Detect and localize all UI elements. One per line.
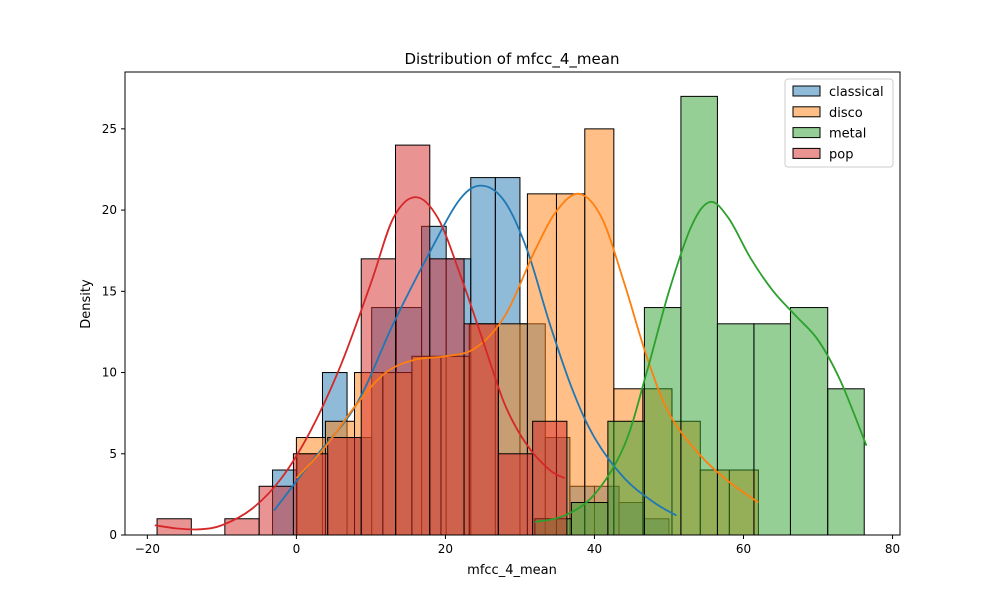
kde-line-pop (154, 196, 566, 531)
series-pop (156, 144, 568, 536)
bar-pop (258, 485, 294, 536)
legend-swatch-classical (792, 85, 821, 97)
bar-pop (429, 258, 465, 536)
bar-metal (789, 307, 829, 536)
y-tick-label: 10 (102, 366, 117, 380)
bar-metal (827, 388, 865, 536)
y-axis: 0 5 10 15 20 25 (102, 122, 125, 542)
legend-label-classical: classical (829, 85, 884, 100)
kde-line-classical (273, 184, 677, 517)
bar-pop (497, 453, 534, 536)
x-tick-label: 20 (438, 542, 453, 556)
x-tick-label: 0 (293, 542, 301, 556)
x-tick-label: 60 (736, 542, 751, 556)
bar-metal (570, 502, 609, 536)
y-tick-label: 0 (109, 528, 117, 542)
bar-pop (395, 144, 431, 536)
y-tick-label: 25 (102, 122, 117, 136)
legend-label-metal: metal (829, 127, 866, 142)
chart-title: Distribution of mfcc_4_mean (405, 50, 620, 69)
x-tick-label: 80 (885, 542, 900, 556)
bar-pop (463, 323, 499, 536)
y-tick-label: 5 (109, 447, 117, 461)
kde-line-disco (295, 192, 759, 504)
y-axis-label: Density (79, 279, 94, 329)
y-tick-label: 15 (102, 284, 117, 298)
bar-pop (327, 437, 362, 536)
x-tick-label: −20 (135, 542, 160, 556)
legend-label-disco: disco (829, 106, 863, 121)
bar-pop (360, 258, 397, 536)
legend-swatch-disco (792, 106, 821, 118)
bar-metal (643, 307, 682, 536)
bar-metal (716, 323, 755, 536)
bar-metal (607, 420, 645, 536)
plot-frame (124, 71, 901, 536)
legend-box (784, 78, 894, 168)
legend-label-pop: pop (829, 147, 853, 162)
legend: classical disco metal pop (784, 78, 894, 168)
plot-area (124, 71, 901, 536)
bar-pop (532, 420, 568, 536)
y-tick-label: 20 (102, 203, 117, 217)
legend-swatch-pop (792, 147, 821, 159)
bar-metal (680, 95, 718, 536)
bar-metal (753, 323, 791, 536)
x-axis-label: mfcc_4_mean (467, 563, 557, 578)
legend-swatch-metal (792, 127, 821, 139)
bar-pop (292, 453, 329, 536)
x-tick-label: 40 (587, 542, 602, 556)
x-axis: −20 0 20 40 60 80 (135, 535, 900, 556)
kde-line-metal (534, 200, 868, 523)
